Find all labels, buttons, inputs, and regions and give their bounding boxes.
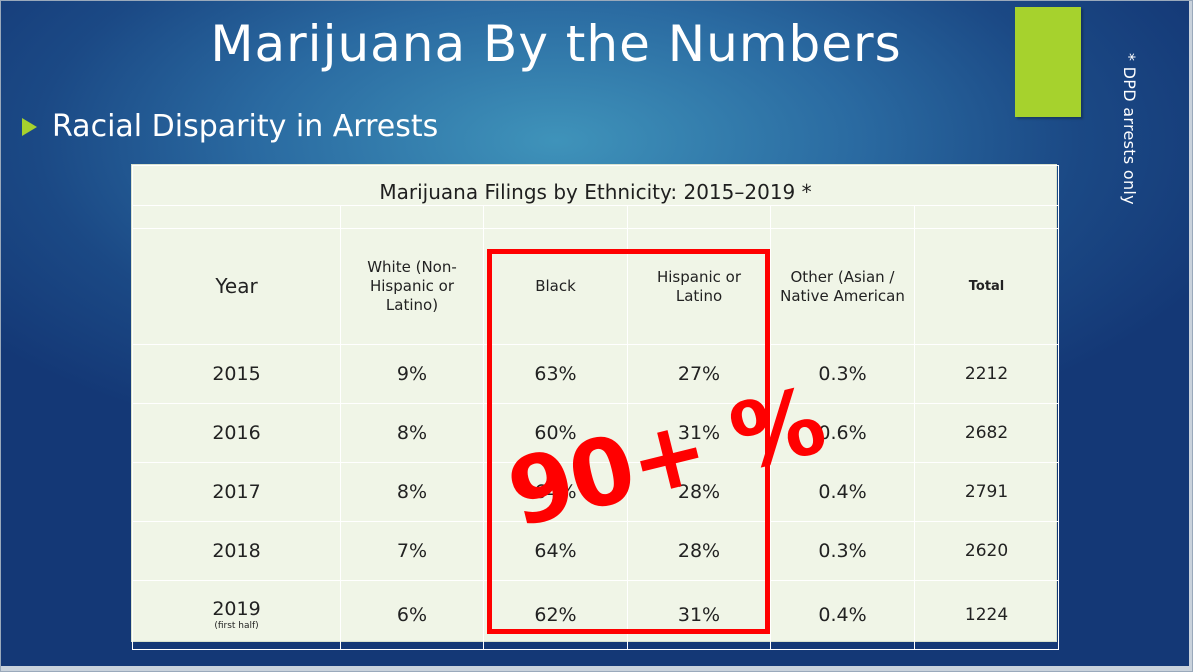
cell-black: 62% (483, 580, 628, 650)
header-hispanic: Hispanic or Latino (627, 228, 771, 345)
cell-total: 2682 (913, 403, 1060, 463)
cell-black: 64% (483, 521, 628, 581)
table-caption-row: Marijuana Filings by Ethnicity: 2015–201… (131, 165, 1060, 206)
spacer-cell (132, 205, 341, 229)
header-total: Total (913, 228, 1060, 345)
accent-tab (1015, 7, 1081, 117)
cell-other: 0.3% (770, 521, 915, 581)
cell-year: 2018 (132, 521, 341, 581)
cell-white: 8% (340, 462, 484, 522)
slide-title: Marijuana By the Numbers (210, 15, 902, 73)
cell-total: 1224 (913, 580, 1060, 650)
footnote-vertical: * DPD arrests only (1120, 53, 1139, 205)
header-other: Other (Asian / Native American (770, 228, 915, 345)
cell-other: 0.4% (770, 462, 915, 522)
cell-white: 6% (340, 580, 484, 650)
cell-hispanic: 28% (627, 521, 771, 581)
spacer-cell (913, 205, 1060, 229)
cell-white: 8% (340, 403, 484, 463)
cell-hispanic: 28% (627, 462, 771, 522)
cell-black: 60% (483, 403, 628, 463)
cell-total: 2620 (913, 521, 1060, 581)
table-header-row: Year White (Non-Hispanic or Latino) Blac… (132, 228, 1060, 345)
spacer-cell (340, 205, 484, 229)
cell-year: 2019 (first half) (132, 580, 341, 650)
table-row: 2016 8% 60% 31% 0.6% 2682 (132, 403, 1060, 463)
spacer-cell (770, 205, 915, 229)
table-row: 2015 9% 63% 27% 0.3% 2212 (132, 344, 1060, 404)
cell-white: 9% (340, 344, 484, 404)
bullet-arrow-icon (22, 118, 37, 136)
table-row: 2017 8% 64% 28% 0.4% 2791 (132, 462, 1060, 522)
cell-black: 63% (483, 344, 628, 404)
cell-hispanic: 31% (627, 580, 771, 650)
table-row: 2019 (first half) 6% 62% 31% 0.4% 1224 (132, 580, 1060, 650)
cell-hispanic: 27% (627, 344, 771, 404)
cell-other: 0.4% (770, 580, 915, 650)
header-black: Black (483, 228, 628, 345)
cell-year: 2016 (132, 403, 341, 463)
table-row: 2018 7% 64% 28% 0.3% 2620 (132, 521, 1060, 581)
table-caption: Marijuana Filings by Ethnicity: 2015–201… (131, 165, 1060, 206)
header-year: Year (132, 228, 341, 345)
cell-year-value: 2019 (212, 598, 261, 620)
header-white: White (Non-Hispanic or Latino) (340, 228, 484, 345)
cell-hispanic: 31% (627, 403, 771, 463)
cell-other: 0.3% (770, 344, 915, 404)
cell-white: 7% (340, 521, 484, 581)
cell-total: 2212 (913, 344, 1060, 404)
cell-black: 64% (483, 462, 628, 522)
spacer-cell (483, 205, 628, 229)
filings-table: Marijuana Filings by Ethnicity: 2015–201… (131, 165, 1060, 650)
cell-other: 0.6% (770, 403, 915, 463)
table-spacer-row (132, 205, 1060, 229)
cell-year-note: (first half) (214, 621, 259, 631)
spacer-cell (627, 205, 771, 229)
cell-total: 2791 (913, 462, 1060, 522)
bullet-text: Racial Disparity in Arrests (52, 109, 439, 144)
cell-year: 2017 (132, 462, 341, 522)
cell-year: 2015 (132, 344, 341, 404)
filings-table-container: Marijuana Filings by Ethnicity: 2015–201… (131, 164, 1060, 650)
